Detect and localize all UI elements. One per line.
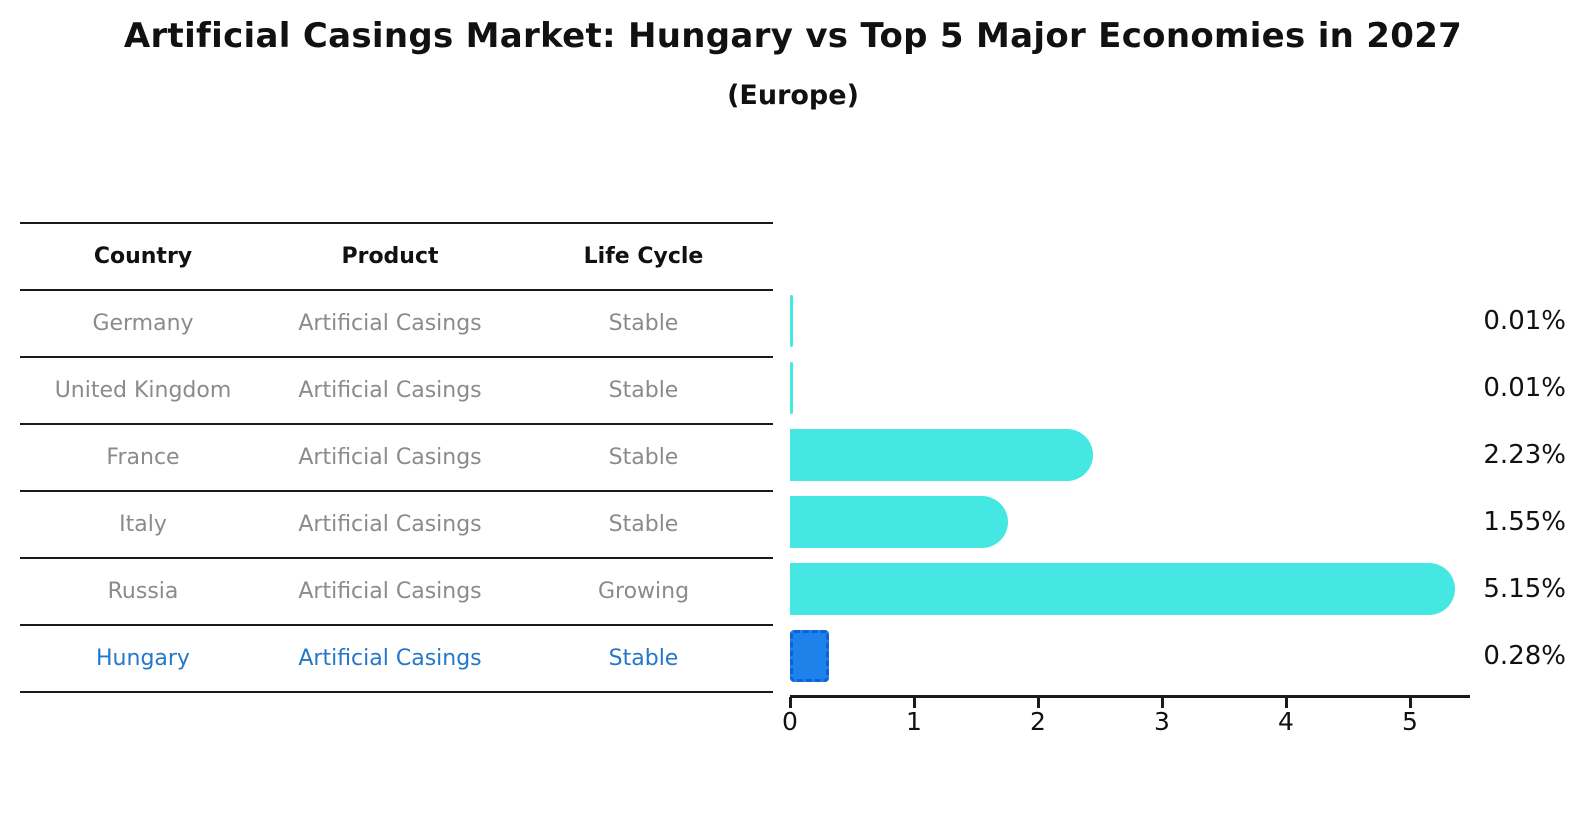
x-axis-tick-label: 0 [782, 707, 798, 736]
x-axis-tick [913, 697, 916, 708]
life-cycle-cell: Stable [608, 378, 679, 403]
country-cell: Germany [92, 311, 194, 336]
country-cell: United Kingdom [54, 378, 232, 403]
value-label-united-kingdom: 0.01% [1483, 373, 1566, 403]
data-table: Country Product Life Cycle Germany Artif… [20, 222, 773, 693]
x-axis-tick-label: 3 [1154, 707, 1170, 736]
bar-russia [790, 563, 1455, 615]
life-cycle-cell: Growing [597, 579, 690, 604]
product-cell: Artificial Casings [298, 378, 482, 403]
life-cycle-cell: Stable [608, 445, 679, 470]
value-label-russia: 5.15% [1483, 574, 1566, 604]
x-axis-tick-label: 5 [1402, 707, 1418, 736]
x-axis-tick [1285, 697, 1288, 708]
value-label-hungary: 0.28% [1483, 641, 1566, 671]
country-cell: Italy [119, 512, 167, 537]
bar-france [790, 429, 1093, 481]
bar-hungary [790, 630, 829, 682]
table-row-italy: Italy Artificial Casings Stable [20, 492, 773, 559]
product-cell: Artificial Casings [298, 512, 482, 537]
bar-united-kingdom [790, 362, 793, 414]
table-row-germany: Germany Artificial Casings Stable [20, 291, 773, 358]
value-label-italy: 1.55% [1483, 507, 1566, 537]
chart-title: Artificial Casings Market: Hungary vs To… [123, 16, 1463, 56]
column-header-life-cycle: Life Cycle [583, 244, 704, 269]
table-row-russia: Russia Artificial Casings Growing [20, 559, 773, 626]
life-cycle-cell: Stable [608, 646, 679, 671]
x-axis-line [790, 695, 1470, 698]
chart-subtitle: (Europe) [727, 80, 859, 111]
product-cell: Artificial Casings [298, 579, 482, 604]
x-axis-tick-label: 4 [1278, 707, 1294, 736]
x-axis-tick-label: 1 [906, 707, 922, 736]
country-cell: France [106, 445, 180, 470]
bar-italy [790, 496, 1008, 548]
product-cell: Artificial Casings [298, 445, 482, 470]
column-header-product: Product [341, 244, 439, 269]
product-cell: Artificial Casings [298, 646, 482, 671]
x-axis-tick-label: 2 [1030, 707, 1046, 736]
value-label-germany: 0.01% [1483, 306, 1566, 336]
life-cycle-cell: Stable [608, 311, 679, 336]
bar-germany [790, 295, 793, 347]
table-row-france: France Artificial Casings Stable [20, 425, 773, 492]
table-row-hungary: Hungary Artificial Casings Stable [20, 626, 773, 693]
country-cell: Hungary [96, 646, 190, 671]
x-axis-tick [1161, 697, 1164, 708]
country-cell: Russia [107, 579, 179, 604]
x-axis-tick [1409, 697, 1412, 708]
column-header-country: Country [93, 244, 193, 269]
table-header-row: Country Product Life Cycle [20, 224, 773, 291]
life-cycle-cell: Stable [608, 512, 679, 537]
x-axis-tick [1037, 697, 1040, 708]
product-cell: Artificial Casings [298, 311, 482, 336]
table-row-united-kingdom: United Kingdom Artificial Casings Stable [20, 358, 773, 425]
x-axis-tick [789, 697, 792, 708]
value-label-france: 2.23% [1483, 440, 1566, 470]
